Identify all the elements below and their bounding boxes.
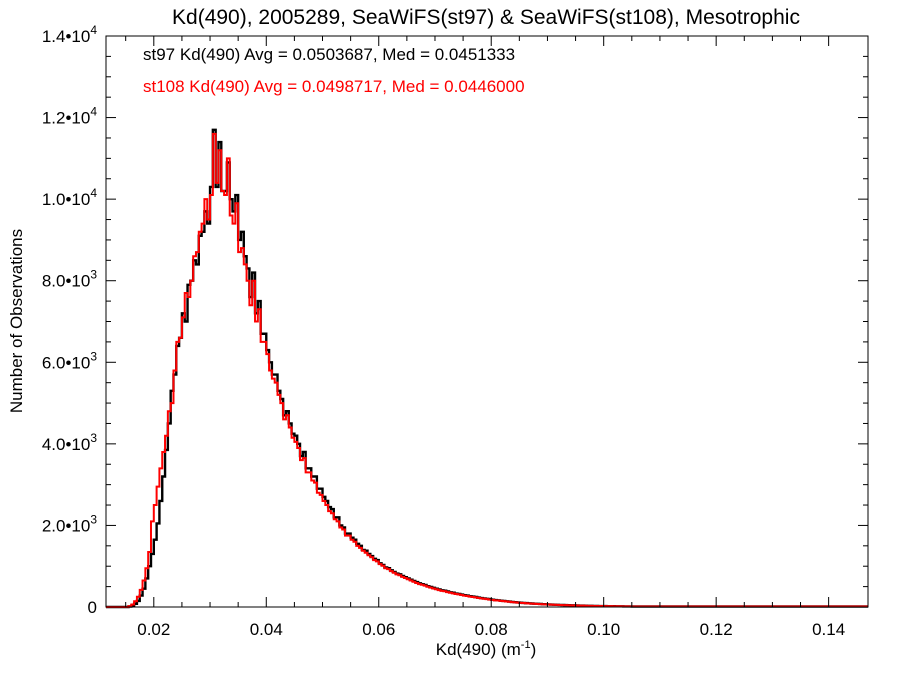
y-tick-label: 8.0•103 — [42, 268, 98, 291]
x-tick-label: 0.10 — [587, 620, 620, 639]
y-tick-label: 1.2•104 — [42, 105, 98, 128]
x-tick-label: 0.08 — [475, 620, 508, 639]
y-tick-label: 0 — [88, 598, 97, 617]
chart-title: Kd(490), 2005289, SeaWiFS(st97) & SeaWiF… — [172, 6, 800, 29]
y-axis: 0 2.0•103 4.0•103 6.0•103 8.0•103 1.0•104 1.2•… — [42, 23, 868, 617]
x-tick-label: 0.04 — [250, 620, 283, 639]
x-axis-label-close: ) — [531, 640, 537, 659]
series-line-0 — [106, 128, 868, 609]
series-line-1 — [106, 132, 868, 608]
legend-annotation-st108: st108 Kd(490) Avg = 0.0498717, Med = 0.0… — [143, 77, 525, 96]
y-tick-label: 1.4•104 — [42, 23, 98, 46]
x-axis-label: Kd(490) (m-1) — [436, 639, 536, 659]
y-tick-label: 4.0•103 — [42, 431, 98, 454]
x-axis: 0.02 0.04 0.06 0.08 0.10 0.12 0.14 — [125, 36, 845, 639]
x-tick-label: 0.12 — [700, 620, 733, 639]
series-layer — [106, 128, 868, 609]
x-tick-label: 0.06 — [362, 620, 395, 639]
x-axis-label-text: Kd(490) (m — [436, 640, 521, 659]
y-axis-label: Number of Observations — [7, 229, 26, 413]
x-tick-label: 0.14 — [812, 620, 845, 639]
y-tick-label: 2.0•103 — [42, 512, 98, 535]
legend-annotation-st97: st97 Kd(490) Avg = 0.0503687, Med = 0.04… — [143, 45, 515, 64]
plot-frame — [105, 35, 869, 608]
y-tick-label: 1.0•104 — [42, 186, 98, 209]
x-tick-label: 0.02 — [137, 620, 170, 639]
y-tick-label: 6.0•103 — [42, 349, 98, 372]
x-axis-label-superscript: -1 — [521, 639, 531, 651]
